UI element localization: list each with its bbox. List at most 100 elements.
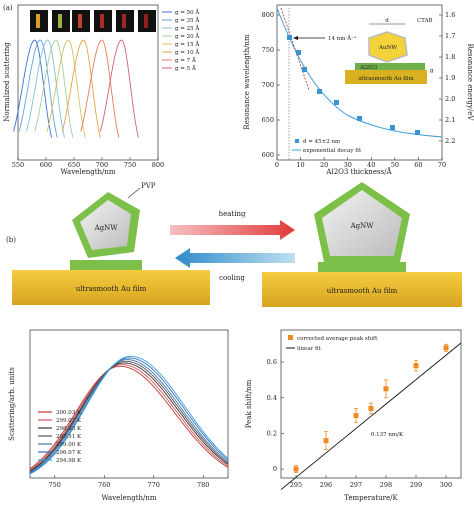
panel-b-peakshift: 295 296 297 298 299 300 0 0.2 0.4 0.6 corrected … xyxy=(237,318,474,507)
y2-tick-label: 1.8 xyxy=(445,53,455,61)
panel-a-label: (a) xyxy=(3,4,13,12)
y2-tick-label: 2.2 xyxy=(445,137,455,145)
legend-label: g = 10 Å xyxy=(175,48,200,56)
x-tick-label: 30 xyxy=(344,161,352,169)
x-tick-label: 760 xyxy=(98,481,110,489)
y2-tick-label: 1.6 xyxy=(445,11,455,19)
x-ticks: 750 760 770 780 xyxy=(49,475,209,489)
y-tick-label: 700 xyxy=(262,81,274,89)
inset-au-film xyxy=(345,70,427,84)
pvp-bottom-left xyxy=(70,260,142,270)
y-tick-label: 600 xyxy=(262,151,274,159)
y-axis-label: Scattering/arb. units xyxy=(8,367,16,441)
y2-tick-label: 1.9 xyxy=(445,74,455,82)
pvp-label: PVP xyxy=(141,182,156,190)
peak-shift-chart: 295 296 297 298 299 300 0 0.2 0.4 0.6 corrected … xyxy=(245,329,462,502)
arrow-head-icon xyxy=(293,36,298,40)
slope-annotation: 0.137 nm/K xyxy=(371,432,404,438)
au-film-right xyxy=(262,272,462,307)
heating-schematic: (b) ultrasmooth Au film AgNW PVP heating… xyxy=(6,182,462,307)
linear-fit-line xyxy=(280,342,462,490)
resonance-chart: 600 650 700 750 800 1.6 1.7 1.8 1.9 2.0 2.1 2.2 0 1… xyxy=(243,4,474,176)
x-tick-label: 10 xyxy=(296,161,304,169)
x-tick-label: 300 xyxy=(440,481,452,489)
spectrum-curve xyxy=(29,355,229,475)
legend-label: 299.00 K xyxy=(56,442,82,448)
x-tick-label: 40 xyxy=(367,161,375,169)
au-film-left xyxy=(12,270,210,305)
y-tick-label: 0.2 xyxy=(267,429,277,437)
spectra-curves xyxy=(29,355,229,475)
data-point xyxy=(293,466,299,472)
data-point xyxy=(368,405,374,411)
legend-label: 294.98 K xyxy=(56,458,82,464)
x-tick-label: 298 xyxy=(380,481,392,489)
data-point xyxy=(383,386,389,392)
data-point xyxy=(353,413,359,419)
scattering-chart: (a) g = 50 Åg = 35 Åg = 25 Åg = 20 Åg = … xyxy=(3,4,200,176)
y2-tick-label: 2.1 xyxy=(445,116,455,124)
x-tick-label: 700 xyxy=(96,161,108,169)
y-ticks: 600 650 700 750 800 xyxy=(262,11,280,159)
legend-label: g = 7 Å xyxy=(175,56,197,64)
legend-label: g = 5 Å xyxy=(175,64,197,72)
x-ticks: 295 296 297 298 299 300 xyxy=(290,475,452,489)
heating-label: heating xyxy=(219,210,246,218)
pvp-pointer xyxy=(127,187,141,199)
x-axis-label: Wavelength/nm xyxy=(60,168,115,176)
spectrum-curve xyxy=(18,39,58,138)
darkfield-images xyxy=(30,10,156,32)
data-point xyxy=(443,345,449,351)
x-tick-label: 50 xyxy=(391,161,399,169)
x-tick-label: 770 xyxy=(148,481,160,489)
spectrum-curve xyxy=(29,359,229,473)
peak-shift-points xyxy=(293,343,449,474)
spectrum-curve xyxy=(29,362,229,472)
plot-frame xyxy=(280,329,462,479)
x-tick-label: 800 xyxy=(152,161,164,169)
y-axis-label: Normalized scattering xyxy=(3,42,11,122)
spectrum-curve xyxy=(61,39,101,138)
legend-label: g = 35 Å xyxy=(175,16,200,24)
agnw-left xyxy=(80,200,131,250)
y-tick-label: 0 xyxy=(273,465,277,473)
plot-frame xyxy=(29,329,229,479)
cooling-label: cooling xyxy=(219,274,245,282)
legend-data: d = 45±2 nm xyxy=(303,139,341,145)
slope-annotation: 14 nm·Å⁻¹ xyxy=(328,34,356,42)
y2-ticks: 1.6 1.7 1.8 1.9 2.0 2.1 2.2 xyxy=(439,11,455,145)
spectrum-curve xyxy=(46,39,86,138)
x-tick-label: 297 xyxy=(350,481,362,489)
plot-frame xyxy=(276,4,443,161)
y-tick-label: 0.4 xyxy=(267,394,277,402)
x-axis-label: Wavelength/nm xyxy=(101,494,156,502)
inset-aunw xyxy=(368,31,408,63)
film-label-right: ultrasmooth Au film xyxy=(327,287,398,295)
y-axis-label: Peak shift/nm xyxy=(245,379,253,428)
panel-a-right: 600 650 700 750 800 1.6 1.7 1.8 1.9 2.0 2.1 2.2 0 1… xyxy=(237,0,474,178)
legend-label: 296.07 K xyxy=(56,450,82,456)
legend-label: 298.03 K xyxy=(56,426,82,432)
inset-film-label: ultrasmooth Au film xyxy=(358,76,414,82)
spectrum-curve xyxy=(13,39,53,138)
data-point xyxy=(413,363,419,369)
x-ticks: 0 10 20 30 40 50 60 70 xyxy=(275,157,446,169)
spectrum-curve xyxy=(29,357,229,474)
y-tick-label: 800 xyxy=(262,11,274,19)
x-tick-label: 750 xyxy=(124,161,136,169)
spectrum-curve xyxy=(29,360,229,473)
legend-label: g = 20 Å xyxy=(175,32,200,40)
x-ticks: 550 600 650 700 750 800 xyxy=(12,157,164,169)
y2-axis-label: Resonance energy/eV xyxy=(466,44,474,122)
resonance-points xyxy=(287,35,420,135)
x-tick-label: 20 xyxy=(320,161,328,169)
temperature-legend: 300.03 K 299.07 K 298.03 K 297.51 K 299.00 K… xyxy=(38,410,82,464)
legend-label: g = 15 Å xyxy=(175,40,200,48)
y-axis-label: Resonance wavelength/nm xyxy=(243,34,251,130)
panel-b-label: (b) xyxy=(6,236,16,244)
y2-tick-label: 2.0 xyxy=(445,95,455,103)
legend-points: corrected average peak shift xyxy=(297,336,378,342)
spectra-curves xyxy=(13,39,139,138)
data-point xyxy=(323,438,329,444)
